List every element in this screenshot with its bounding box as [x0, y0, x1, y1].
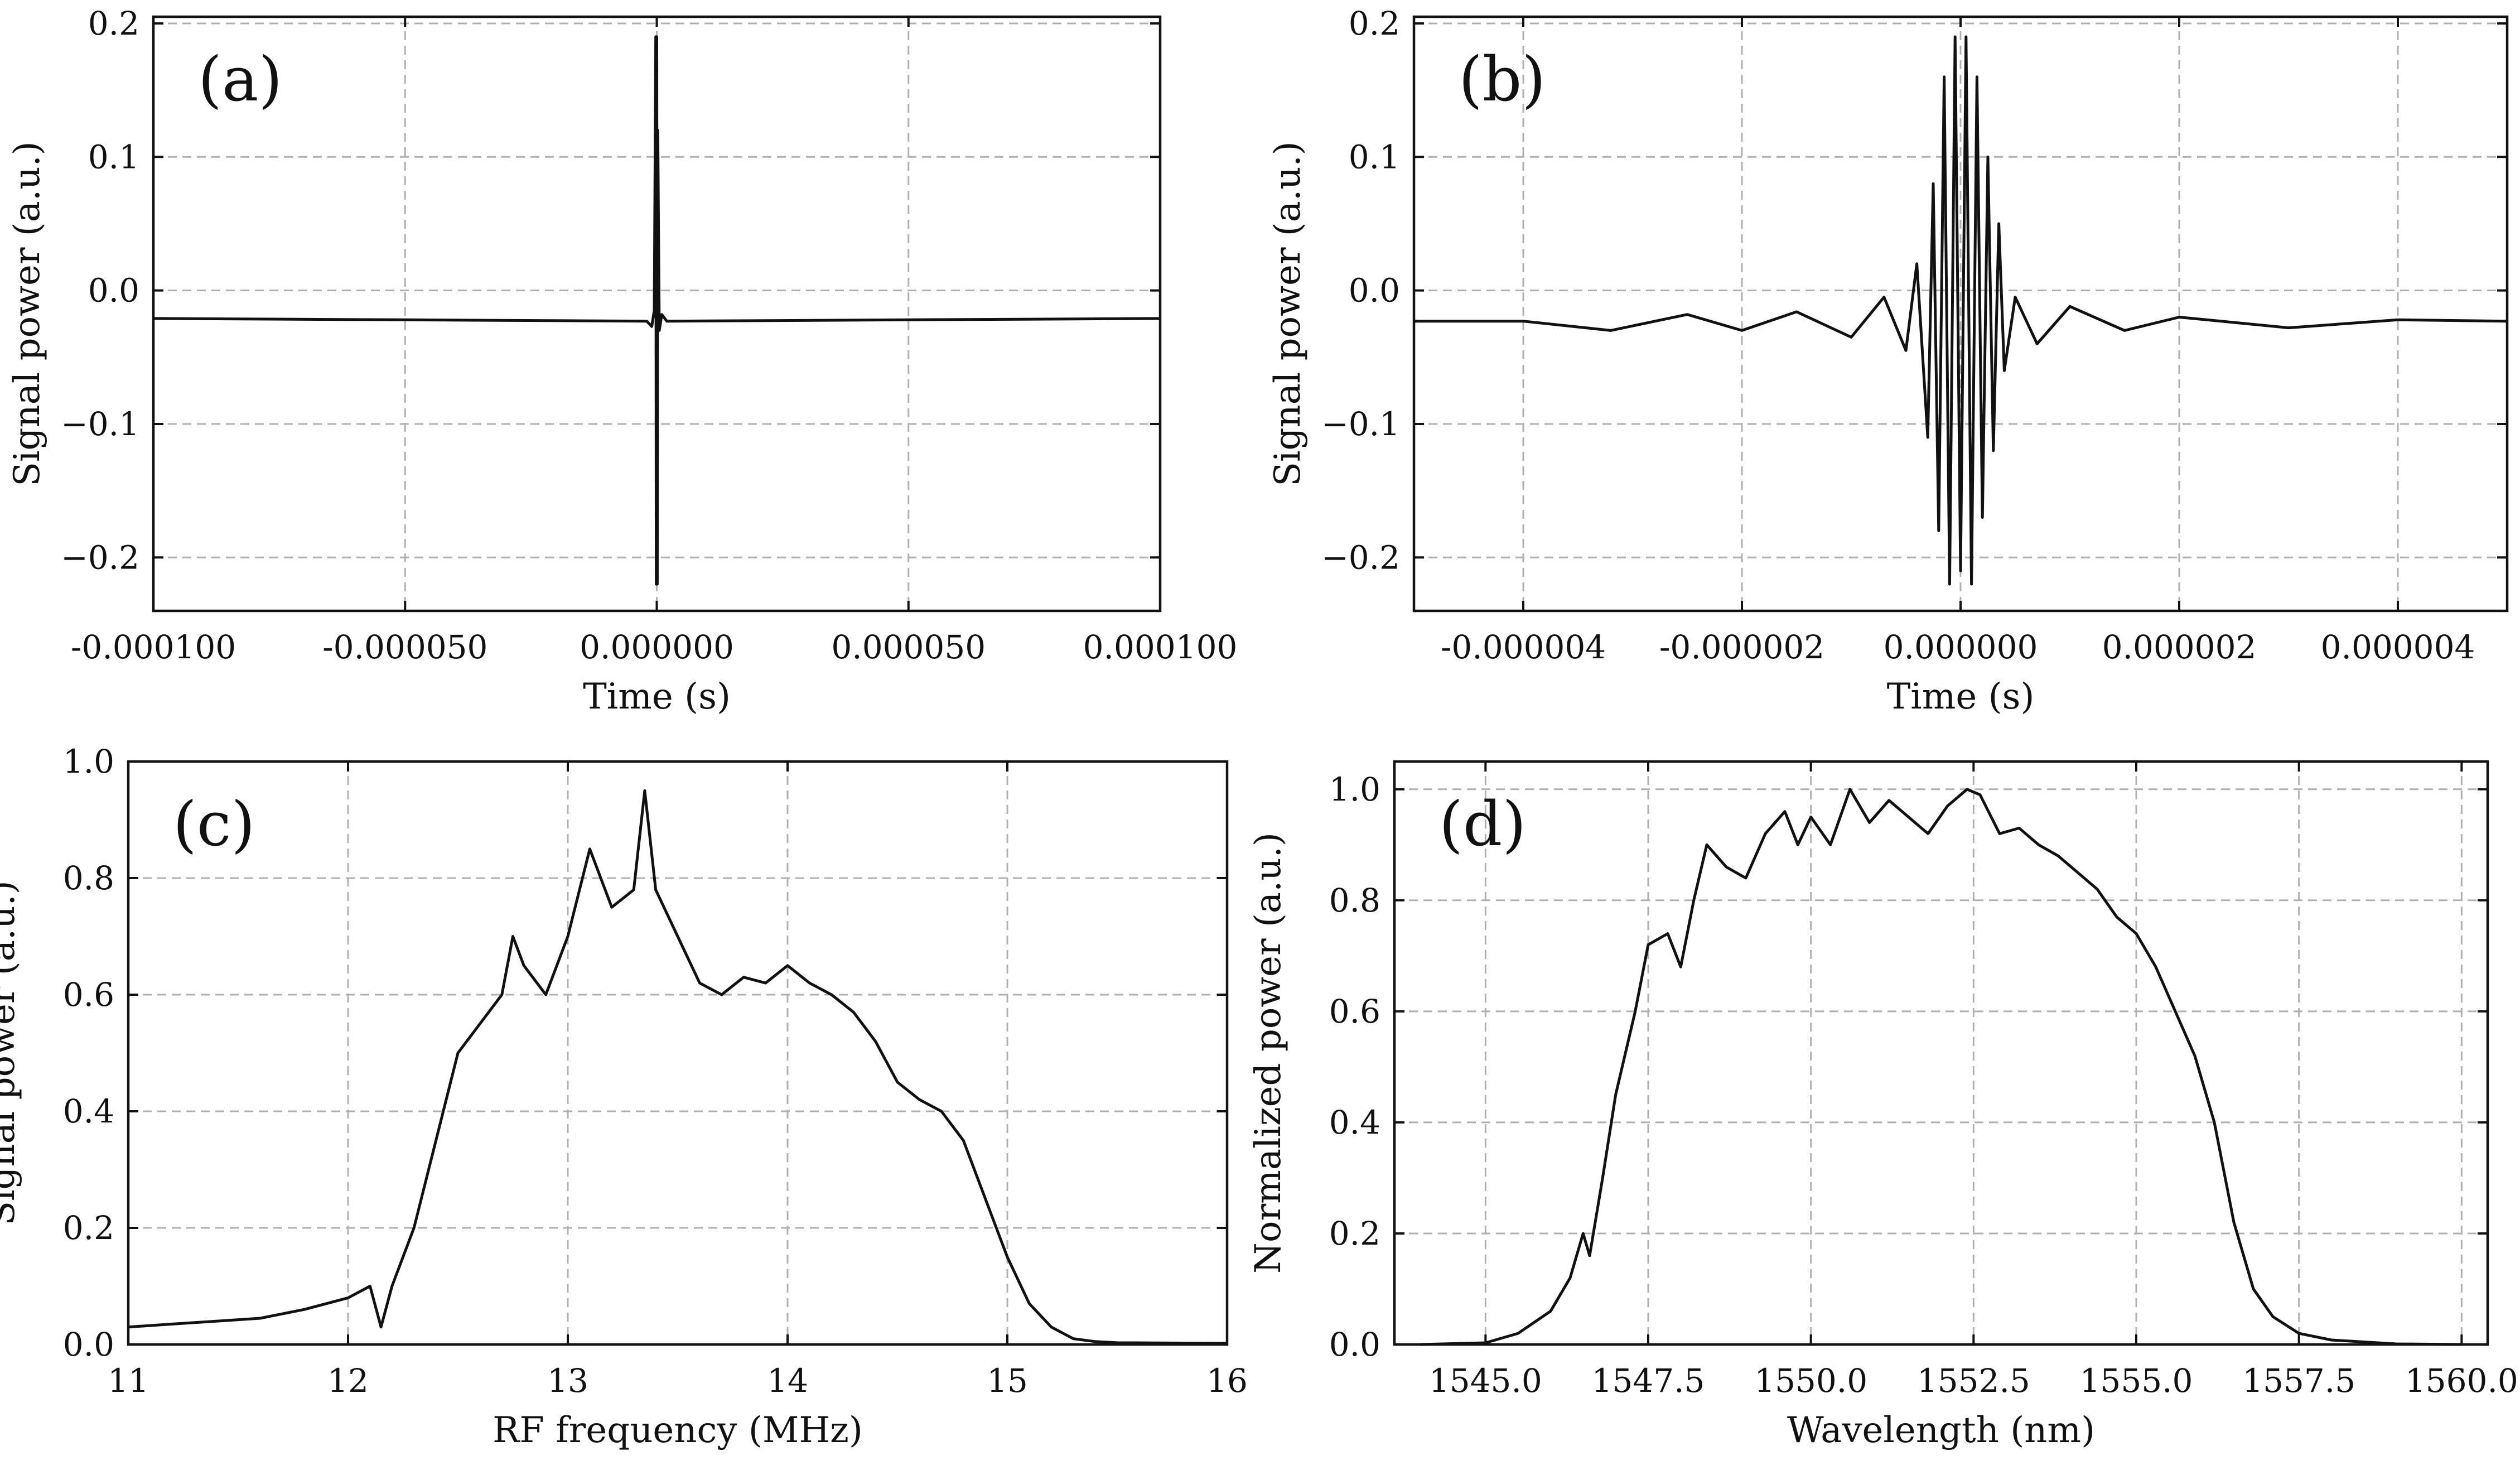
series-line: [128, 789, 1228, 1345]
x-tick-label: 0.000000: [1884, 628, 2038, 666]
x-tick-label: 1545.0: [1429, 1362, 1542, 1400]
x-axis-title: RF frequency (MHz): [493, 1410, 863, 1451]
y-tick-label: −0.1: [61, 405, 139, 443]
y-tick-label: 1.0: [63, 743, 114, 780]
x-tick-label: 0.000000: [580, 628, 734, 666]
x-axis-title: Time (s): [1887, 676, 2035, 717]
x-tick-label: -0.000100: [71, 628, 236, 666]
y-tick-label: 0.2: [1329, 1214, 1380, 1252]
x-tick-label: 0.000100: [1083, 628, 1238, 666]
x-tick-label: 0.000002: [2102, 628, 2257, 666]
plot-frame: [127, 760, 1229, 1346]
y-tick-label: 0.0: [63, 1326, 114, 1363]
x-tick-label: 1555.0: [2080, 1362, 2193, 1400]
x-tick-label: 16: [1206, 1362, 1248, 1400]
panel-label: (d): [1439, 788, 1526, 860]
panel-label: (a): [198, 44, 282, 115]
y-tick-label: 0.1: [88, 138, 139, 176]
y-tick-label: 0.8: [1329, 881, 1380, 919]
y-tick-label: 0.0: [1349, 272, 1400, 310]
x-tick-label: -0.000002: [1659, 628, 1824, 666]
panel-b: -0.000004 -0.000002 0.000000 0.000002 0.0000…: [1267, 4, 2509, 717]
x-axis-title: Wavelength (nm): [1787, 1410, 2095, 1451]
y-axis-title: Signal power (a.u.): [1267, 141, 1309, 486]
x-tick-label: 13: [547, 1362, 588, 1400]
y-axis-title: Signal power (a.u.): [0, 880, 23, 1226]
panel-a: -0.000100 -0.000050 0.000000 0.000050 0.0001…: [7, 4, 1237, 717]
x-tick-label: 1550.0: [1754, 1362, 1867, 1400]
y-tick-label: 1.0: [1329, 770, 1380, 808]
x-tick-label: 12: [327, 1362, 369, 1400]
y-tick-label: 0.2: [88, 4, 139, 42]
y-tick-label: 0.4: [63, 1092, 114, 1130]
x-tick-label: 1560.0: [2405, 1362, 2518, 1400]
series-line: [1420, 788, 2462, 1346]
y-tick-label: 0.0: [1329, 1326, 1380, 1363]
y-tick-label: 0.2: [1349, 4, 1400, 42]
y-tick-label: 0.4: [1329, 1103, 1380, 1141]
series-line: [1414, 35, 2508, 586]
x-tick-label: 15: [987, 1362, 1028, 1400]
y-tick-label: 0.2: [63, 1209, 114, 1247]
x-tick-label: -0.000050: [322, 628, 487, 666]
y-axis-title: Normalized power (a.u.): [1248, 832, 1289, 1274]
panel-label: (c): [173, 788, 255, 860]
y-tick-label: 0.8: [63, 859, 114, 897]
panel-label: (b): [1459, 44, 1546, 115]
plot-frame: [1393, 760, 2489, 1346]
y-tick-label: 0.6: [63, 976, 114, 1014]
y-tick-label: 0.6: [1329, 992, 1380, 1030]
y-tick-label: 0.0: [88, 272, 139, 310]
x-tick-label: 1552.5: [1917, 1362, 2030, 1400]
series-line: [153, 35, 1161, 586]
y-tick-label: −0.2: [61, 538, 139, 576]
y-axis-title: Signal power (a.u.): [7, 141, 48, 486]
panel-d: 1545.0 1547.5 1550.0 1552.5 1555.0 1557.5 1560…: [1248, 760, 2518, 1451]
x-tick-label: 11: [108, 1362, 149, 1400]
y-tick-label: −0.2: [1321, 538, 1400, 576]
x-tick-label: -0.000004: [1441, 628, 1606, 666]
y-tick-label: −0.1: [1321, 405, 1400, 443]
x-tick-label: 0.000050: [831, 628, 986, 666]
y-tick-label: 0.1: [1349, 138, 1400, 176]
panel-c: 11 12 13 14 15 16 0.0 0.2 0.4 0.6 0.8 1.0 RF frequen…: [0, 743, 1248, 1451]
x-tick-label: 14: [767, 1362, 808, 1400]
x-tick-label: 1557.5: [2242, 1362, 2355, 1400]
x-tick-label: 0.000004: [2321, 628, 2475, 666]
x-axis-title: Time (s): [583, 676, 731, 717]
x-tick-label: 1547.5: [1592, 1362, 1705, 1400]
